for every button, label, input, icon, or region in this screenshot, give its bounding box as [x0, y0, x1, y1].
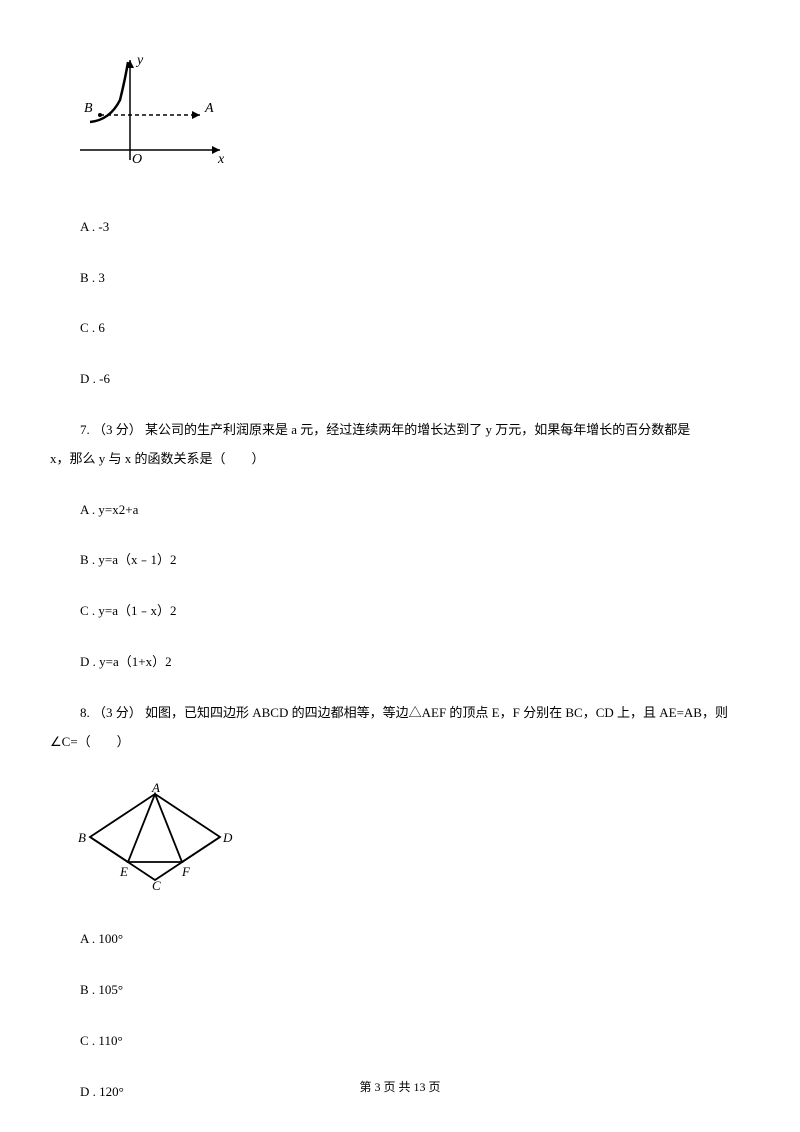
footer-middle: 页 共: [380, 1080, 413, 1094]
vertex-e: E: [119, 864, 128, 879]
q6-option-d: D . -6: [80, 369, 750, 390]
figure-graph-curve: y x O A B: [70, 50, 750, 187]
q7-option-d: D . y=a（1+x）2: [80, 652, 750, 673]
footer-prefix: 第: [359, 1080, 374, 1094]
q6-option-b: B . 3: [80, 268, 750, 289]
q8-text-line2: ∠C=（ ）: [50, 732, 750, 753]
axis-label-x: x: [217, 152, 225, 167]
q8-text-line1: 8. （3 分） 如图，已知四边形 ABCD 的四边都相等，等边△AEF 的顶点…: [80, 703, 750, 724]
page-footer: 第 3 页 共 13 页: [0, 1078, 800, 1097]
vertex-f: F: [181, 864, 191, 879]
q7-text-line2: x，那么 y 与 x 的函数关系是（ ）: [50, 449, 750, 470]
q6-option-c: C . 6: [80, 318, 750, 339]
vertex-c: C: [152, 878, 161, 892]
q7-option-a: A . y=x2+a: [80, 500, 750, 521]
q8-option-c: C . 110°: [80, 1031, 750, 1052]
q7-text-line1: 7. （3 分） 某公司的生产利润原来是 a 元，经过连续两年的增长达到了 y …: [80, 420, 750, 441]
vertex-b: B: [78, 830, 86, 845]
footer-total-pages: 13: [414, 1080, 426, 1094]
origin-label: O: [132, 152, 142, 167]
q7-option-b: B . y=a（x﹣1）2: [80, 550, 750, 571]
q6-option-a: A . -3: [80, 217, 750, 238]
point-a-label: A: [204, 101, 214, 116]
axis-label-y: y: [135, 53, 144, 68]
footer-suffix: 页: [426, 1080, 441, 1094]
q7-option-c: C . y=a（1﹣x）2: [80, 601, 750, 622]
q8-option-a: A . 100°: [80, 929, 750, 950]
vertex-a: A: [151, 782, 160, 795]
vertex-d: D: [222, 830, 233, 845]
figure-rhombus: A B C D E F: [70, 782, 750, 899]
q8-option-b: B . 105°: [80, 980, 750, 1001]
point-b-label: B: [84, 101, 93, 116]
